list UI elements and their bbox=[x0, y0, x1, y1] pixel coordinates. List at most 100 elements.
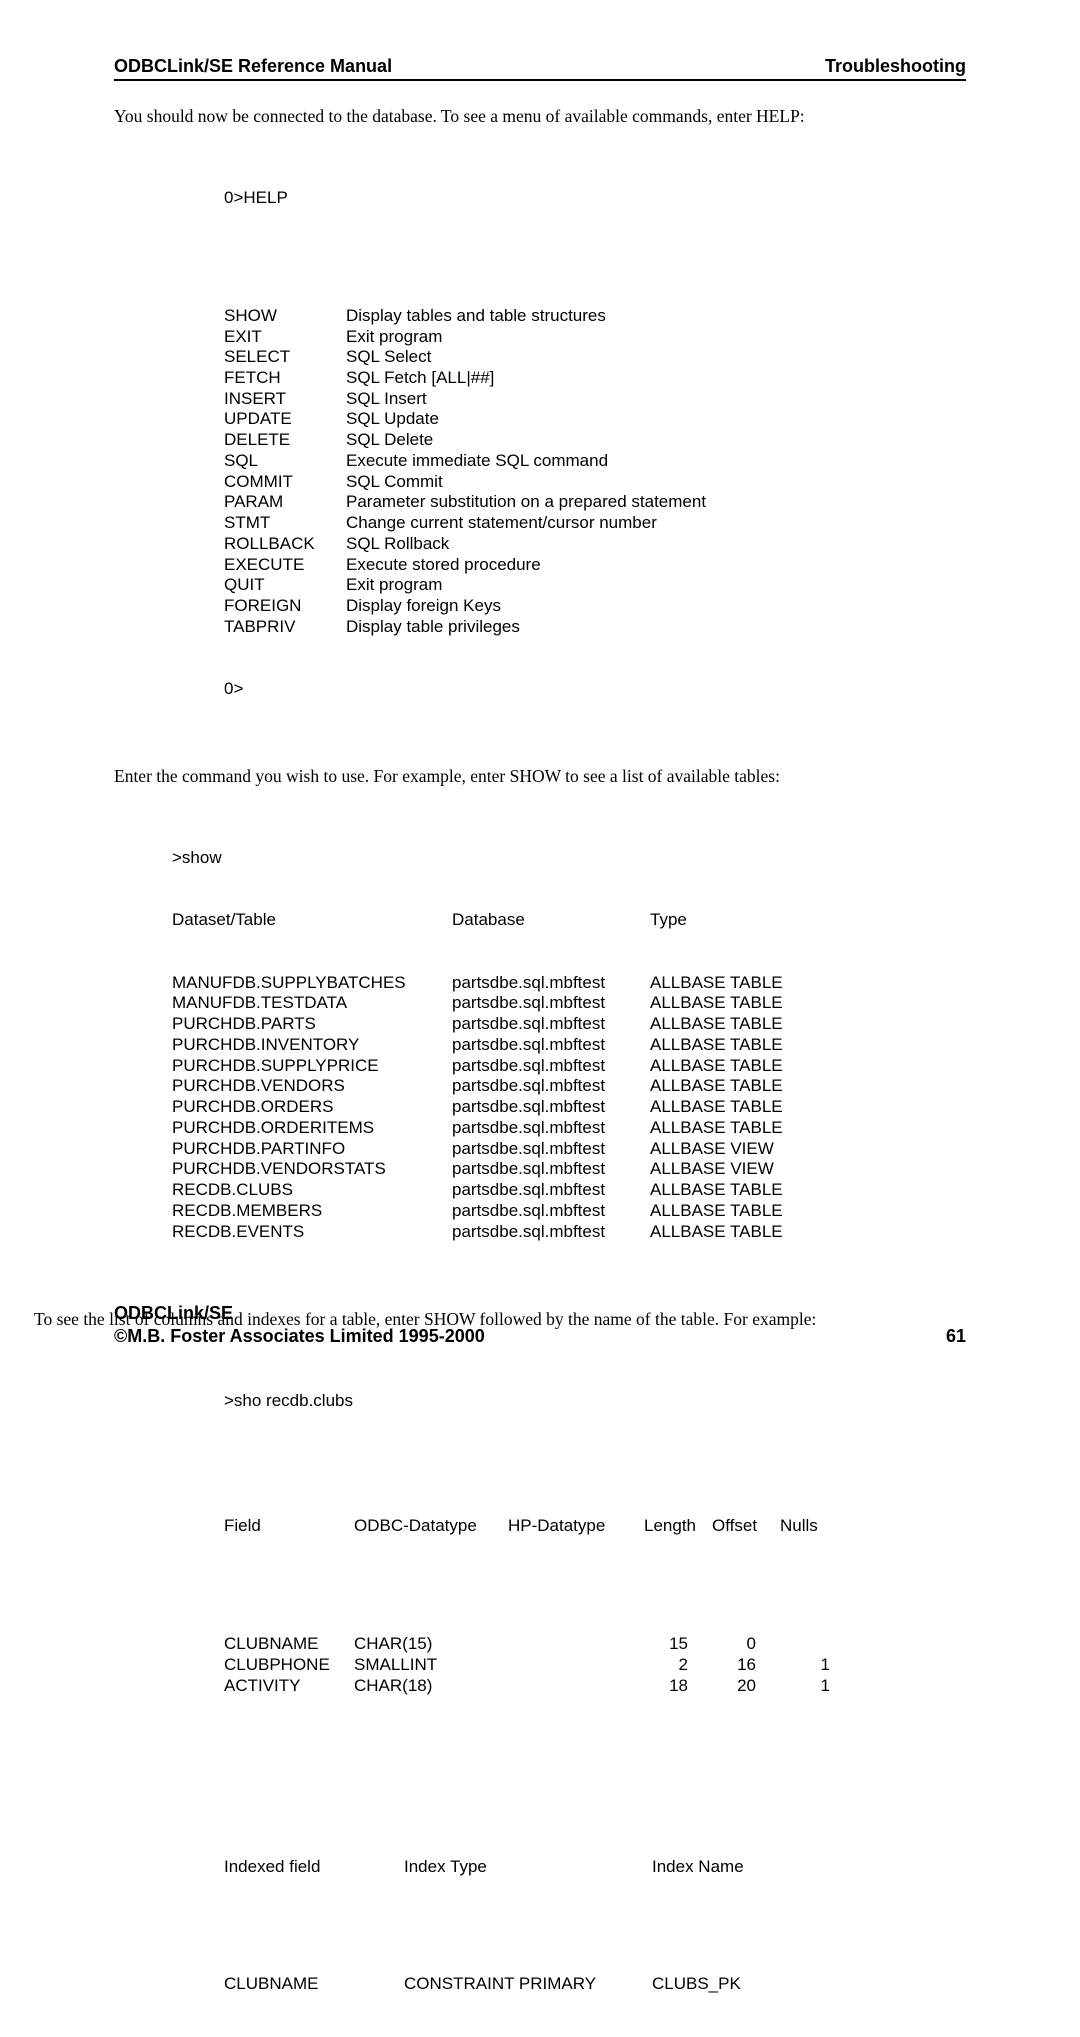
show-cell: partsdbe.sql.mbftest bbox=[452, 1139, 650, 1160]
help-row: SQLExecute immediate SQL command bbox=[224, 451, 966, 472]
help-desc: Exit program bbox=[346, 575, 442, 596]
help-desc: SQL Rollback bbox=[346, 534, 449, 555]
cols-header-length: Length bbox=[644, 1516, 712, 1537]
show-row: PURCHDB.VENDORSTATSpartsdbe.sql.mbftestA… bbox=[172, 1159, 966, 1180]
show-cell: RECDB.EVENTS bbox=[172, 1222, 452, 1243]
cols-cell-hp bbox=[508, 1676, 644, 1697]
help-desc: Change current statement/cursor number bbox=[346, 513, 657, 534]
idx-header-row: Indexed fieldIndex TypeIndex Name bbox=[224, 1857, 966, 1878]
show-cell: ALLBASE TABLE bbox=[650, 1014, 783, 1035]
help-desc: Exit program bbox=[346, 327, 442, 348]
show-cell: PURCHDB.ORDERITEMS bbox=[172, 1118, 452, 1139]
show-cell: ALLBASE TABLE bbox=[650, 993, 783, 1014]
show-cell: PURCHDB.ORDERS bbox=[172, 1097, 452, 1118]
show-cell: ALLBASE TABLE bbox=[650, 1222, 783, 1243]
help-cmd: TABPRIV bbox=[224, 617, 346, 638]
show-cell: partsdbe.sql.mbftest bbox=[452, 1097, 650, 1118]
help-desc: SQL Fetch [ALL|##] bbox=[346, 368, 494, 389]
idx-cell: CONSTRAINT PRIMARY bbox=[404, 1974, 652, 1995]
idx-cell: CLUBNAME bbox=[224, 1974, 404, 1995]
show-cell: ALLBASE TABLE bbox=[650, 1056, 783, 1077]
cols-cell-off: 16 bbox=[712, 1655, 780, 1676]
show-cell: partsdbe.sql.mbftest bbox=[452, 1180, 650, 1201]
show-cell: RECDB.CLUBS bbox=[172, 1180, 452, 1201]
show-row: PURCHDB.VENDORSpartsdbe.sql.mbftestALLBA… bbox=[172, 1076, 966, 1097]
help-cmd: FOREIGN bbox=[224, 596, 346, 617]
cols-row: CLUBNAMECHAR(15)150 bbox=[224, 1634, 966, 1655]
show-row: MANUFDB.TESTDATApartsdbe.sql.mbftestALLB… bbox=[172, 993, 966, 1014]
cols-cell-odbc: CHAR(18) bbox=[354, 1676, 508, 1697]
show-row: RECDB.MEMBERSpartsdbe.sql.mbftestALLBASE… bbox=[172, 1201, 966, 1222]
sho-output-block: >sho recdb.clubs FieldODBC-DatatypeHP-Da… bbox=[224, 1349, 966, 2036]
help-row: ROLLBACKSQL Rollback bbox=[224, 534, 966, 555]
idx-cell: CLUBS_PK bbox=[652, 1974, 741, 1995]
show-cell: partsdbe.sql.mbftest bbox=[452, 1014, 650, 1035]
cols-cell-off: 0 bbox=[712, 1634, 780, 1655]
show-cell: ALLBASE VIEW bbox=[650, 1159, 774, 1180]
sho-prompt-line: >sho recdb.clubs bbox=[224, 1391, 966, 1412]
header-right: Troubleshooting bbox=[825, 56, 966, 77]
show-row: PURCHDB.SUPPLYPRICEpartsdbe.sql.mbftestA… bbox=[172, 1056, 966, 1077]
cols-cell-off: 20 bbox=[712, 1676, 780, 1697]
show-header-database: Database bbox=[452, 910, 650, 931]
help-cmd: UPDATE bbox=[224, 409, 346, 430]
help-row: STMTChange current statement/cursor numb… bbox=[224, 513, 966, 534]
show-cell: ALLBASE TABLE bbox=[650, 1097, 783, 1118]
cols-cell-len: 15 bbox=[644, 1634, 712, 1655]
cols-row: CLUBPHONESMALLINT2161 bbox=[224, 1655, 966, 1676]
show-cell: partsdbe.sql.mbftest bbox=[452, 1076, 650, 1097]
show-row: MANUFDB.SUPPLYBATCHESpartsdbe.sql.mbftes… bbox=[172, 973, 966, 994]
cols-cell-field: CLUBPHONE bbox=[224, 1655, 354, 1676]
cols-cell-odbc: CHAR(15) bbox=[354, 1634, 508, 1655]
cols-header-nulls: Nulls bbox=[780, 1516, 830, 1537]
help-desc: Display foreign Keys bbox=[346, 596, 501, 617]
help-cmd: SELECT bbox=[224, 347, 346, 368]
show-cell: PURCHDB.PARTINFO bbox=[172, 1139, 452, 1160]
help-prompt-line: 0>HELP bbox=[224, 188, 966, 209]
header-left: ODBCLink/SE Reference Manual bbox=[114, 56, 392, 77]
help-row: INSERTSQL Insert bbox=[224, 389, 966, 410]
show-cell: MANUFDB.TESTDATA bbox=[172, 993, 452, 1014]
help-cmd: QUIT bbox=[224, 575, 346, 596]
cols-cell-hp bbox=[508, 1634, 644, 1655]
cols-cell-hp bbox=[508, 1655, 644, 1676]
help-desc: Execute immediate SQL command bbox=[346, 451, 608, 472]
show-cell: PURCHDB.VENDORS bbox=[172, 1076, 452, 1097]
cols-header-field: Field bbox=[224, 1516, 354, 1537]
show-cell: ALLBASE TABLE bbox=[650, 1180, 783, 1201]
show-cell: ALLBASE TABLE bbox=[650, 1035, 783, 1056]
intro-text-1: You should now be connected to the datab… bbox=[114, 105, 966, 129]
help-desc: SQL Delete bbox=[346, 430, 433, 451]
show-cell: PURCHDB.PARTS bbox=[172, 1014, 452, 1035]
help-row: EXITExit program bbox=[224, 327, 966, 348]
help-output-block: 0>HELP SHOWDisplay tables and table stru… bbox=[224, 147, 966, 742]
help-row: SHOWDisplay tables and table structures bbox=[224, 306, 966, 327]
cols-cell-nulls: 1 bbox=[780, 1676, 830, 1697]
help-cmd: STMT bbox=[224, 513, 346, 534]
footer-product: ODBCLink/SE bbox=[114, 1302, 485, 1325]
help-desc: SQL Insert bbox=[346, 389, 427, 410]
show-cell: partsdbe.sql.mbftest bbox=[452, 1159, 650, 1180]
cols-header-row: FieldODBC-DatatypeHP-DatatypeLengthOffse… bbox=[224, 1516, 966, 1537]
show-cell: partsdbe.sql.mbftest bbox=[452, 1118, 650, 1139]
help-cmd: EXECUTE bbox=[224, 555, 346, 576]
show-row: PURCHDB.PARTSpartsdbe.sql.mbftestALLBASE… bbox=[172, 1014, 966, 1035]
show-cell: MANUFDB.SUPPLYBATCHES bbox=[172, 973, 452, 994]
cols-row: ACTIVITYCHAR(18)18201 bbox=[224, 1676, 966, 1697]
cols-cell-len: 2 bbox=[644, 1655, 712, 1676]
show-cell: partsdbe.sql.mbftest bbox=[452, 1222, 650, 1243]
show-header-type: Type bbox=[650, 910, 687, 931]
help-cmd: EXIT bbox=[224, 327, 346, 348]
show-cell: ALLBASE TABLE bbox=[650, 973, 783, 994]
show-header-dataset: Dataset/Table bbox=[172, 910, 452, 931]
help-row: TABPRIVDisplay table privileges bbox=[224, 617, 966, 638]
cols-cell-nulls bbox=[780, 1634, 830, 1655]
help-row: UPDATESQL Update bbox=[224, 409, 966, 430]
help-cmd: ROLLBACK bbox=[224, 534, 346, 555]
cols-header-offset: Offset bbox=[712, 1516, 780, 1537]
help-cmd: COMMIT bbox=[224, 472, 346, 493]
show-row: RECDB.EVENTSpartsdbe.sql.mbftestALLBASE … bbox=[172, 1222, 966, 1243]
idx-header-field: Indexed field bbox=[224, 1857, 404, 1878]
help-desc: Display table privileges bbox=[346, 617, 520, 638]
help-row: EXECUTEExecute stored procedure bbox=[224, 555, 966, 576]
